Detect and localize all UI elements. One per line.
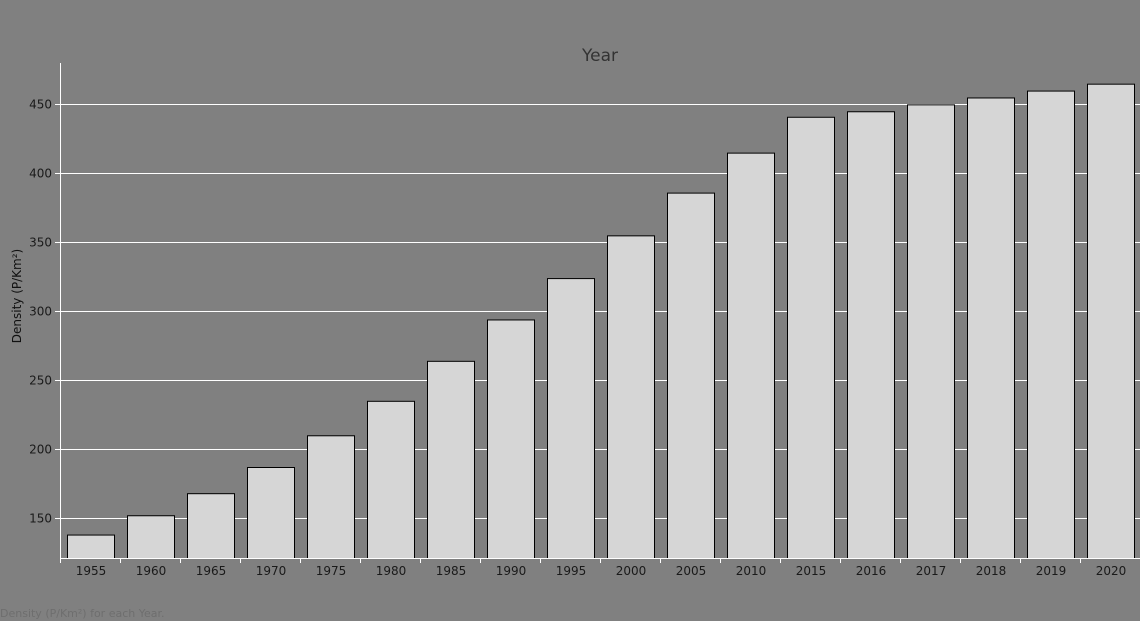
x-tick-label: 1960 (136, 564, 167, 578)
bar-1965[interactable] (187, 493, 235, 559)
x-tick-label: 1955 (76, 564, 107, 578)
y-tick-label: 350 (29, 236, 52, 250)
x-tick-label: 1985 (436, 564, 467, 578)
bar-2015[interactable] (787, 116, 835, 559)
y-tick-label: 150 (29, 512, 52, 526)
axis-layer (55, 63, 1140, 563)
bar-1995[interactable] (547, 278, 595, 559)
x-tick-label: 1980 (376, 564, 407, 578)
x-tick-label: 1965 (196, 564, 227, 578)
x-tick-label: 1995 (556, 564, 587, 578)
bar-1985[interactable] (427, 360, 475, 559)
bar-1990[interactable] (487, 319, 535, 559)
y-tick-label: 450 (29, 98, 52, 112)
y-tick-label: 250 (29, 374, 52, 388)
x-tick-label: 2000 (616, 564, 647, 578)
bar-1955[interactable] (67, 534, 115, 559)
y-tick-label: 300 (29, 305, 52, 319)
x-tick-label: 2005 (676, 564, 707, 578)
x-tick-label: 2017 (916, 564, 947, 578)
x-tick-label: 1990 (496, 564, 527, 578)
y-tick-label: 200 (29, 443, 52, 457)
x-tick-label: 1970 (256, 564, 287, 578)
bar-2018[interactable] (967, 97, 1015, 559)
label-layer: 150 200 250 300 350 400 450 1955 1960 1965 1970 197… (29, 98, 1126, 579)
bar-1960[interactable] (127, 515, 175, 560)
x-tick-label: 2019 (1036, 564, 1067, 578)
bar-1975[interactable] (307, 435, 355, 559)
bar-2005[interactable] (667, 192, 715, 560)
bar-1970[interactable] (247, 466, 295, 560)
bar-2010[interactable] (727, 152, 775, 559)
x-tick-label: 2018 (976, 564, 1007, 578)
x-tick-label: 1975 (316, 564, 347, 578)
x-tick-label: 2020 (1096, 564, 1127, 578)
y-axis-label: Density (P/Km²) (10, 249, 24, 343)
chart-caption: Density (P/Km²) for each Year. (0, 607, 165, 620)
x-tick-label: 2015 (796, 564, 827, 578)
bar-2016[interactable] (847, 111, 895, 559)
bar-2000[interactable] (607, 235, 655, 559)
bar-2019[interactable] (1027, 90, 1075, 559)
x-tick-label: 2010 (736, 564, 767, 578)
bar-2017[interactable] (907, 104, 955, 560)
bar-layer (67, 83, 1135, 560)
bar-1980[interactable] (367, 400, 415, 560)
bar-2020[interactable] (1087, 83, 1135, 559)
grid-layer (60, 104, 1140, 519)
chart-title: Year (581, 46, 618, 66)
x-tick-label: 2016 (856, 564, 887, 578)
y-tick-label: 400 (29, 167, 52, 181)
